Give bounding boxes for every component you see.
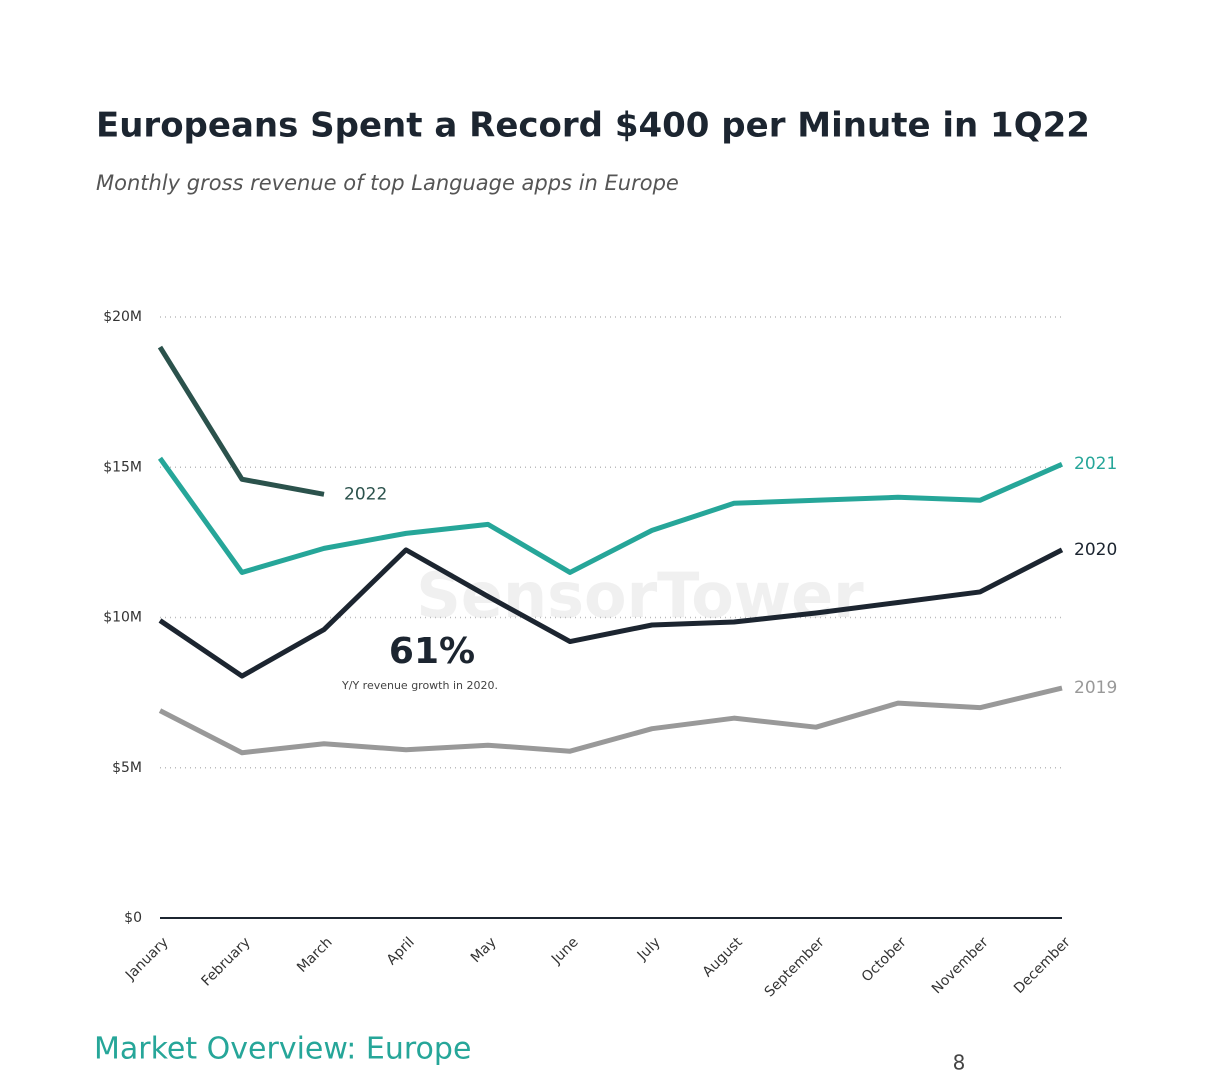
x-tick-label: October [859, 934, 910, 985]
x-tick-label: July [634, 934, 664, 964]
series-line [158, 685, 1063, 756]
x-tick-label: April [384, 934, 418, 968]
y-tick-label: $5M [112, 760, 142, 776]
x-tick-label: February [198, 934, 253, 989]
footer-section: Market Overview: Europe [94, 1032, 471, 1067]
series-label: 2020 [1074, 540, 1117, 560]
chart-title: Europeans Spent a Record $400 per Minute… [96, 106, 1090, 146]
x-tick-label: September [762, 934, 828, 1000]
x-tick-label: June [548, 934, 582, 968]
series-line [157, 456, 1064, 575]
series-label: 2021 [1074, 454, 1117, 474]
x-tick-label: May [468, 934, 500, 966]
x-tick-label: August [700, 934, 746, 980]
y-tick-label: $15M [103, 459, 142, 475]
annotation-headline: 61% [389, 631, 475, 672]
series-line [158, 547, 1064, 679]
annotation-text: Y/Y revenue growth in 2020. [341, 679, 498, 692]
y-tick-label: $10M [103, 610, 142, 626]
y-tick-label: $0 [124, 910, 142, 926]
x-tick-label: December [1011, 934, 1074, 997]
y-tick-label: $20M [103, 309, 142, 325]
x-tick-label: January [122, 934, 172, 984]
x-tick-label: November [929, 934, 992, 997]
series-label: 2022 [344, 484, 387, 504]
series-line [157, 345, 325, 497]
x-tick-label: March [294, 934, 335, 975]
chart-subtitle: Monthly gross revenue of top Language ap… [96, 171, 679, 195]
series-label: 2019 [1074, 678, 1117, 698]
page-number: 8 [953, 1051, 966, 1075]
